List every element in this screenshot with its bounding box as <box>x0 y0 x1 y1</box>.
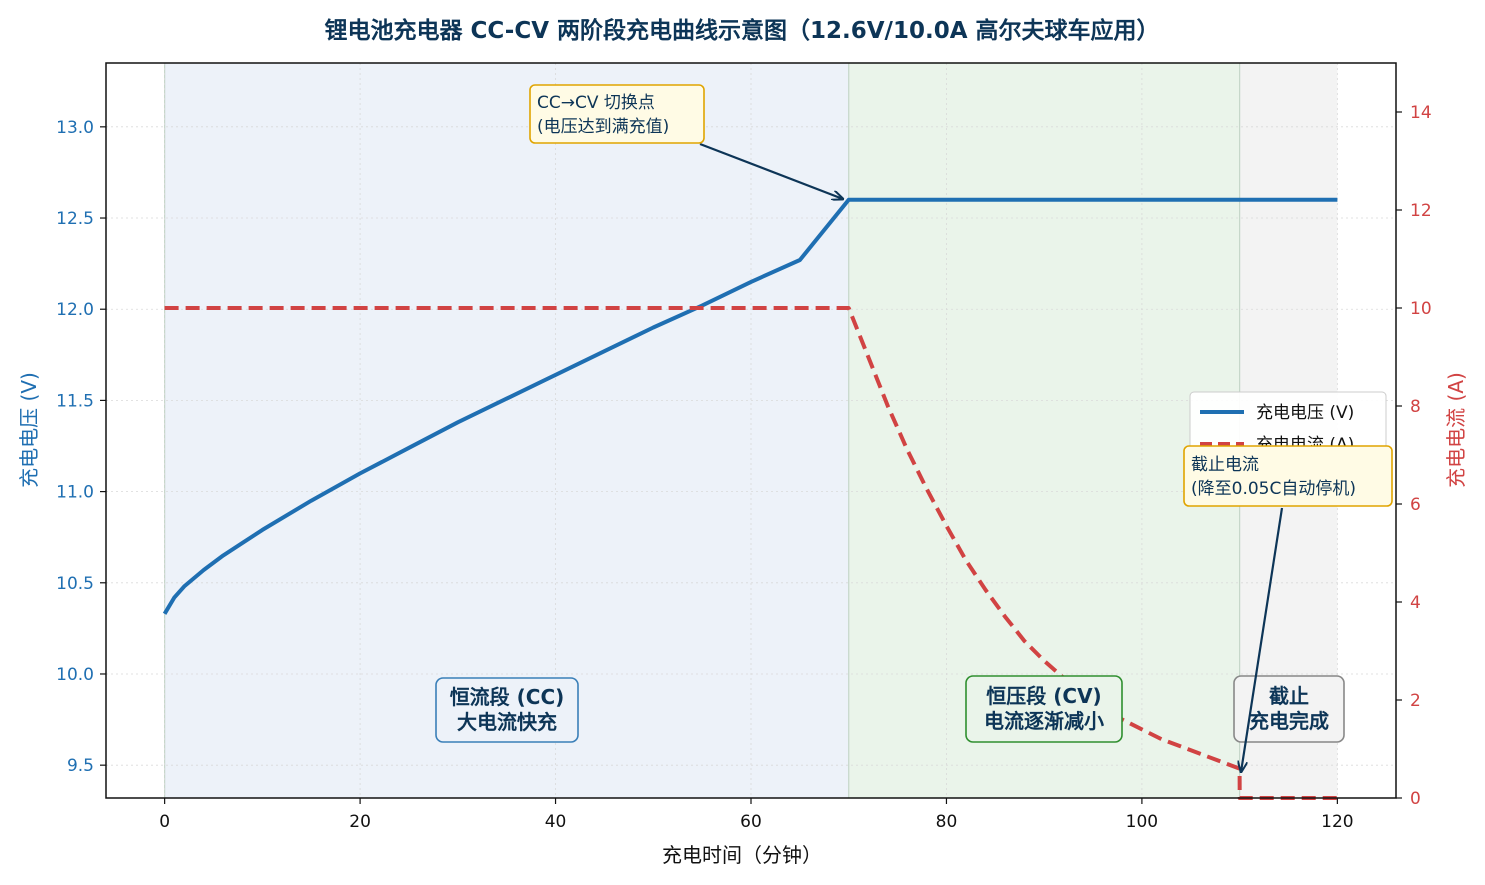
phase-label-cv-box <box>965 675 1123 743</box>
y-left-tick-label: 12.5 <box>56 209 94 229</box>
annotation-cutoff-arrow <box>1241 507 1284 772</box>
y-right-tick-label: 8 <box>1410 397 1421 417</box>
y-left-tick-label: 11.5 <box>56 391 94 411</box>
legend-voltage-label: 充电电压 (V) <box>1256 403 1354 423</box>
annotation-cutoff-line1: 截止电流 <box>1191 455 1259 475</box>
phase-label-cc-box <box>435 677 579 743</box>
y-axis-left-label: 充电电压 (V) <box>17 372 41 488</box>
series-layer <box>162 197 1338 800</box>
x-tick-label: 120 <box>1321 812 1353 832</box>
annotation-cutoff-current: 截止电流 (降至0.05C自动停机) <box>1183 445 1393 772</box>
phase-band-cc <box>164 63 849 798</box>
y-right-tick-label: 12 <box>1410 201 1432 221</box>
y-left-tick-label: 13.0 <box>56 118 94 138</box>
y-left-tick-label: 10.0 <box>56 665 94 685</box>
annotation-switch-box <box>529 84 705 144</box>
y-left-tick-label: 10.5 <box>56 574 94 594</box>
phase-label-cutoff: 截止 充电完成 <box>1233 675 1345 743</box>
y-right-tick-label: 10 <box>1410 299 1432 319</box>
grid-lines <box>106 63 1396 798</box>
y-axis-right-label: 充电电流 (A) <box>1444 372 1468 488</box>
annotation-switch-line1: CC→CV 切换点 <box>537 93 655 113</box>
y-right-tick-label: 0 <box>1410 789 1421 809</box>
annotation-cutoff-line2: (降至0.05C自动停机) <box>1191 479 1356 499</box>
left-axis-ticks: 9.5 10.0 10.5 11.0 11.5 12.0 12.5 13.0 <box>56 118 106 776</box>
y-left-tick-label: 9.5 <box>67 756 94 776</box>
x-tick-label: 0 <box>159 812 170 832</box>
y-right-tick-label: 6 <box>1410 495 1421 515</box>
phase-label-cutoff-line2: 充电完成 <box>1249 709 1329 733</box>
x-axis-label: 充电时间（分钟） <box>662 843 822 867</box>
x-tick-label: 20 <box>349 812 371 832</box>
y-right-tick-label: 2 <box>1410 691 1421 711</box>
phase-label-cv-line2: 电流逐渐减小 <box>984 709 1104 733</box>
right-axis-ticks: 0 2 4 6 8 10 12 14 <box>1396 103 1432 809</box>
annotation-switch-point: CC→CV 切换点 (电压达到满充值) <box>529 84 843 199</box>
current-line <box>164 306 1338 800</box>
phase-backgrounds <box>164 63 1338 798</box>
annotation-switch-line2: (电压达到满充值) <box>537 117 669 137</box>
phase-label-cutoff-box <box>1233 675 1345 743</box>
x-tick-label: 60 <box>740 812 762 832</box>
x-axis-ticks: 0 20 40 60 80 100 120 <box>159 798 1354 832</box>
y-right-tick-label: 4 <box>1410 593 1421 613</box>
y-left-tick-label: 12.0 <box>56 300 94 320</box>
phase-label-cc-line2: 大电流快充 <box>457 710 557 734</box>
annotation-switch-arrow <box>699 142 843 199</box>
y-left-tick-label: 11.0 <box>56 483 94 503</box>
phase-label-cutoff-line1: 截止 <box>1269 684 1309 708</box>
phase-label-cv: 恒压段 (CV) 电流逐渐减小 <box>965 675 1123 743</box>
x-tick-label: 100 <box>1126 812 1158 832</box>
annotation-cutoff-box <box>1183 445 1393 507</box>
y-right-tick-label: 14 <box>1410 103 1432 123</box>
phase-label-cv-line1: 恒压段 (CV) <box>986 684 1101 708</box>
voltage-line <box>162 197 1338 615</box>
x-tick-label: 40 <box>545 812 567 832</box>
x-tick-label: 80 <box>936 812 958 832</box>
chart-title: 锂电池充电器 CC-CV 两阶段充电曲线示意图（12.6V/10.0A 高尔夫球… <box>324 17 1159 44</box>
phase-label-cc-line1: 恒流段 (CC) <box>450 685 565 709</box>
phase-label-cc: 恒流段 (CC) 大电流快充 <box>435 677 579 743</box>
